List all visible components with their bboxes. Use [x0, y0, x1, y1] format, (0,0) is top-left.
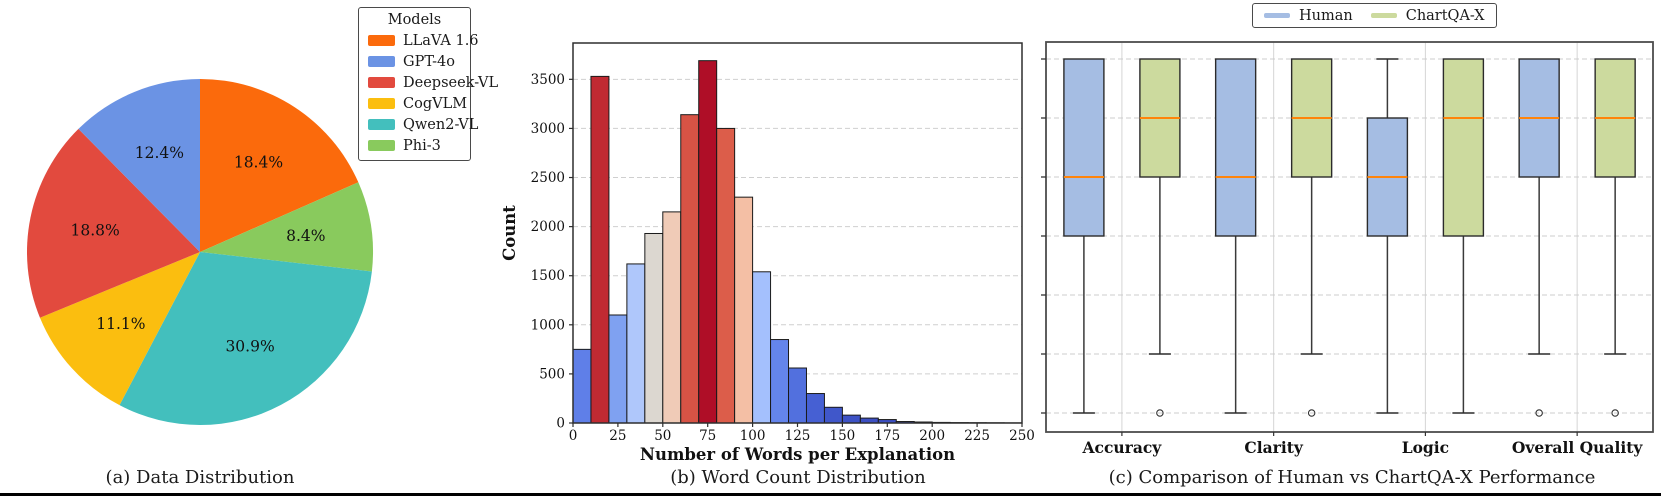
y-tick-label: 1000: [531, 317, 565, 333]
legend-swatch-icon: [368, 119, 395, 130]
pie-legend-item: LLaVA 1.6: [359, 30, 479, 51]
pie-slice-percent-label: 18.8%: [71, 222, 120, 240]
y-tick-label: 2000: [531, 219, 565, 235]
y-tick-label: 0: [556, 416, 565, 432]
pie-chart: 18.4% 8.4% 30.9% 11.1% 18.8% 12.4%: [26, 79, 373, 426]
y-tick-label: 500: [539, 366, 565, 382]
pie-legend: Models LLaVA 1.6 GPT-4o Deepseek-VL CogVLM Q…: [358, 7, 498, 161]
histogram-bar: [770, 339, 790, 424]
histogram-bar: [572, 348, 592, 424]
pie-slice-percent-label: 12.4%: [135, 144, 184, 162]
histogram-bar: [788, 367, 807, 424]
x-tick-label: 75: [699, 428, 716, 444]
pie-slice-gpt-4o: [78, 79, 200, 252]
pie-slice-phi-3: [200, 182, 373, 272]
x-tick-label: 50: [654, 428, 671, 444]
histogram-bar: [805, 393, 825, 424]
x-tick-label: 0: [569, 428, 578, 444]
box-human: [1214, 58, 1257, 237]
legend-item-label: LLaVA 1.6: [403, 32, 479, 49]
boxplot-legend-item: Human: [1264, 8, 1353, 24]
pie-slice-percent-label: 11.1%: [96, 315, 145, 333]
box-human: [1063, 58, 1105, 237]
legend-line-swatch-icon: [1264, 13, 1290, 18]
x-tick-label: 200: [919, 428, 945, 444]
x-tick-label: 250: [1009, 428, 1035, 444]
boxplot-chart: Accuracy Clarity Logic Overall Quality: [1041, 41, 1654, 457]
outlier-marker: [1611, 409, 1619, 417]
legend-swatch-icon: [368, 77, 395, 88]
y-tick-label: 3500: [531, 72, 565, 88]
boxplot-legend-item: ChartQA-X: [1370, 7, 1485, 24]
histogram-bar: [734, 196, 754, 424]
pie-slice-deepseek-vl: [26, 128, 200, 318]
histogram-bar: [680, 114, 700, 424]
legend-swatch-icon: [368, 56, 395, 67]
legend-item-label: Qwen2-VL: [403, 116, 479, 133]
caption-histogram: (b) Word Count Distribution: [670, 467, 926, 488]
histogram-bar: [608, 314, 628, 424]
legend-item-label: Phi-3: [403, 137, 441, 154]
x-axis-label: Number of Words per Explanation: [640, 445, 955, 464]
legend-item-label: CogVLM: [403, 95, 468, 112]
histogram-bar: [662, 211, 682, 424]
y-tick-label: 2500: [531, 170, 565, 186]
pie-legend-item: GPT-4o: [359, 51, 470, 72]
y-tick-label: 1500: [531, 268, 565, 284]
boxplot-legend: Human ChartQA-X: [1252, 3, 1497, 28]
outlier-marker: [1307, 409, 1316, 417]
x-tick-label: 25: [609, 428, 626, 444]
x-tick-label: 125: [785, 428, 811, 444]
pie-legend-item: Deepseek-VL: [359, 72, 498, 93]
histogram-bar: [698, 60, 718, 424]
category-label: Overall Quality: [1512, 438, 1644, 457]
histogram-bar: [823, 406, 843, 424]
plot-frame: [1045, 41, 1654, 433]
histogram-bar: [626, 263, 646, 424]
x-tick-label: 225: [964, 428, 990, 444]
category-label: Logic: [1402, 438, 1449, 457]
legend-swatch-icon: [368, 35, 395, 46]
box-chartqa-x: [1442, 58, 1485, 237]
legend-item-label: Human: [1299, 7, 1353, 24]
pie-legend-item: Qwen2-VL: [359, 114, 478, 135]
caption-boxplot: (c) Comparison of Human vs ChartQA-X Per…: [1108, 467, 1596, 488]
x-tick-label: 175: [874, 428, 900, 444]
pie-slice-qwen2-vl: [119, 252, 372, 426]
histogram-bar: [841, 414, 861, 424]
category-label: Clarity: [1244, 438, 1303, 457]
histogram-bar: [716, 127, 736, 424]
legend-item-label: Deepseek-VL: [403, 74, 499, 91]
pie-legend-item: Phi-3: [359, 135, 470, 156]
x-tick-label: 100: [740, 428, 766, 444]
histogram-chart: 0 25 50 75 100 125 150 175 200 225 250050010001500…: [500, 42, 1035, 464]
outlier-marker: [1535, 409, 1543, 417]
y-tick-label: 3000: [531, 121, 565, 137]
pie-slice-llava-1-6: [200, 79, 359, 252]
legend-line-swatch-icon: [1370, 13, 1397, 18]
pie-slice-percent-label: 18.4%: [234, 153, 283, 171]
bottom-rule: [0, 493, 1661, 496]
pie-legend-title: Models: [387, 12, 442, 28]
y-axis-label: Count: [500, 205, 519, 261]
histogram-bar: [644, 232, 664, 424]
caption-pie: (a) Data Distribution: [105, 467, 295, 488]
legend-swatch-icon: [368, 140, 395, 151]
histogram-bar: [752, 271, 772, 424]
x-tick-label: 150: [830, 428, 856, 444]
category-label: Accuracy: [1081, 438, 1162, 457]
pie-slice-cogvlm: [39, 252, 201, 406]
legend-swatch-icon: [368, 98, 395, 109]
pie-slice-percent-label: 8.4%: [286, 227, 325, 245]
outlier-marker: [1156, 409, 1164, 417]
legend-item-label: GPT-4o: [403, 53, 455, 70]
histogram-bar: [590, 75, 610, 424]
pie-slice-percent-label: 30.9%: [225, 338, 274, 356]
legend-item-label: ChartQA-X: [1405, 7, 1485, 24]
pie-legend-item: CogVLM: [359, 93, 470, 114]
